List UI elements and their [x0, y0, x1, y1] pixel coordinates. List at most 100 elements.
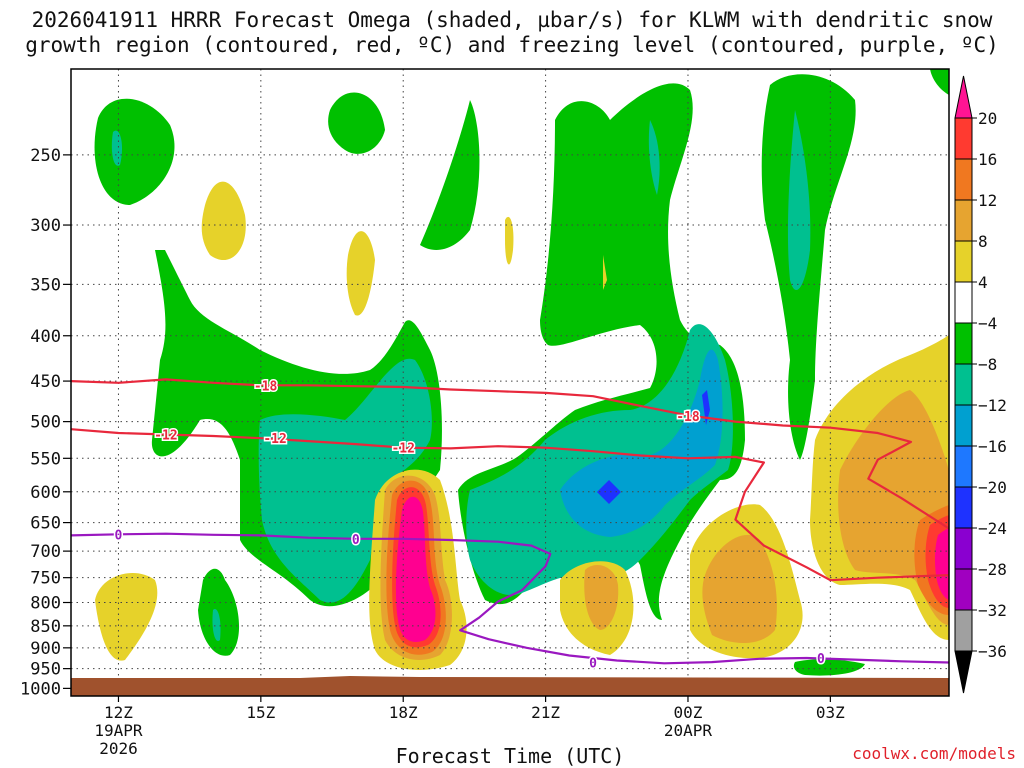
contour-label: 0 — [352, 533, 360, 548]
colorbar-label: −28 — [978, 560, 1007, 579]
y-tick-label: 350 — [30, 275, 61, 295]
x-tick-label: 03Z — [816, 703, 845, 722]
colorbar-top-arrow — [954, 75, 973, 119]
contour-label: 0 — [589, 657, 597, 672]
omega-region-blue-2 — [702, 390, 710, 425]
contour-label: -12 — [391, 442, 414, 457]
colorbar-label: −8 — [978, 355, 997, 374]
gridlines — [71, 69, 949, 696]
chart-title-line1: 2026041911 HRRR Forecast Omega (shaded, … — [31, 8, 993, 32]
colorbar-label: 4 — [978, 273, 988, 292]
contour-label: -12 — [154, 428, 177, 443]
x-tick-label: 12Z — [104, 703, 133, 722]
contour-label: -18 — [254, 379, 278, 394]
omega-region-orange-3 — [702, 534, 777, 644]
colorbar-swatch — [954, 158, 973, 201]
y-tick-label: 400 — [30, 327, 61, 347]
contour--12 — [71, 428, 949, 582]
colorbar-swatch — [954, 568, 973, 611]
y-tick-label: 500 — [30, 413, 61, 433]
omega-region-green-4 — [420, 100, 480, 250]
x-tick-label: 21Z — [531, 703, 560, 722]
colorbar-swatch — [954, 404, 973, 447]
y-tick-label: 900 — [30, 639, 61, 659]
contour-label: 0 — [115, 528, 123, 543]
contour--18 — [71, 378, 949, 530]
omega-region-green-2 — [328, 92, 385, 154]
colorbar-label: 20 — [978, 109, 997, 128]
colorbar-swatch — [954, 322, 973, 365]
y-tick-label: 700 — [30, 542, 61, 562]
omega-region-green-6 — [761, 74, 856, 461]
x-tick-year-label: 2026 — [99, 739, 138, 758]
omega-region-yellow-1 — [201, 181, 246, 261]
x-tick-label: 15Z — [246, 703, 275, 722]
colorbar-label: 8 — [978, 232, 988, 251]
y-tick-label: 650 — [30, 514, 61, 534]
omega-region-green-7 — [198, 568, 240, 656]
contour-label: 0 — [817, 652, 825, 667]
colorbar-swatch — [954, 117, 973, 160]
contour-0 — [71, 532, 949, 665]
terrain-band — [71, 676, 949, 696]
omega-region-green-1 — [94, 98, 175, 205]
y-tick-label: 600 — [30, 483, 61, 503]
omega-region-teal-1 — [258, 358, 432, 603]
x-tick-label: 18Z — [389, 703, 418, 722]
omega-region-yellow-5 — [95, 572, 158, 661]
y-tick-label: 950 — [30, 660, 61, 680]
colorbar-swatch — [954, 486, 973, 529]
colorbar-swatch — [954, 199, 973, 242]
colorbar-swatch — [954, 363, 973, 406]
omega-region-green-9 — [930, 69, 949, 95]
omega-region-teal-5 — [111, 130, 123, 166]
colorbar-swatch — [954, 240, 973, 283]
x-tick-date-label: 19APR — [94, 721, 143, 740]
chart-title-line2: growth region (contoured, red, ºC) and f… — [25, 33, 999, 57]
colorbar-label: −12 — [978, 396, 1007, 415]
omega-region-yellow-2 — [346, 231, 375, 316]
y-tick-label: 450 — [30, 372, 61, 392]
omega-region-yellow-4 — [603, 255, 607, 290]
omega-region-teal-3 — [648, 120, 660, 195]
x-tick-date-label: 20APR — [664, 721, 713, 740]
x-tick-label: 00Z — [674, 703, 703, 722]
colorbar-label: 16 — [978, 150, 997, 169]
y-tick-label: 750 — [30, 569, 61, 589]
colorbar-swatch — [954, 609, 973, 652]
plot-frame — [70, 68, 950, 697]
omega-region-teal-4 — [787, 110, 811, 290]
colorbar: 20 16 12 8 4 −4 −8 −12 −16 −20 −24 −28 −32 −36 — [954, 75, 1007, 694]
colorbar-label: 12 — [978, 191, 997, 210]
contour-lines: -18 -12 0 -12 -12 -18 0 0 0 — [71, 378, 949, 673]
colorbar-label: −32 — [978, 601, 1007, 620]
colorbar-label: −16 — [978, 437, 1007, 456]
contour-label: -12 — [263, 432, 286, 447]
colorbar-bottom-arrow — [954, 650, 973, 694]
y-tick-label: 850 — [30, 617, 61, 637]
omega-region-teal-2 — [466, 324, 733, 596]
x-axis-title: Forecast Time (UTC) — [395, 744, 625, 768]
omega-region-magenta-1 — [395, 496, 436, 642]
y-tick-label: 300 — [30, 216, 61, 236]
omega-shading — [94, 69, 949, 676]
y-tick-label: 800 — [30, 594, 61, 614]
colorbar-label: −36 — [978, 642, 1007, 661]
omega-region-magenta-2 — [934, 528, 949, 600]
omega-region-orange-2 — [584, 565, 619, 630]
omega-region-yellow-3 — [505, 216, 514, 265]
colorbar-label: −4 — [978, 314, 997, 333]
contour-label: -18 — [676, 410, 700, 425]
credit-link[interactable]: coolwx.com/models — [852, 744, 1016, 763]
colorbar-swatch — [954, 281, 973, 324]
colorbar-swatch — [954, 445, 973, 488]
omega-region-teal-6 — [212, 609, 221, 641]
omega-region-green-8 — [793, 659, 865, 676]
colorbar-label: −24 — [978, 519, 1007, 538]
omega-region-blue-1 — [597, 480, 621, 504]
y-axis: 2503003504004505005506006507007508008509… — [20, 146, 71, 699]
y-tick-label: 1000 — [20, 679, 61, 699]
colorbar-label: −20 — [978, 478, 1007, 497]
